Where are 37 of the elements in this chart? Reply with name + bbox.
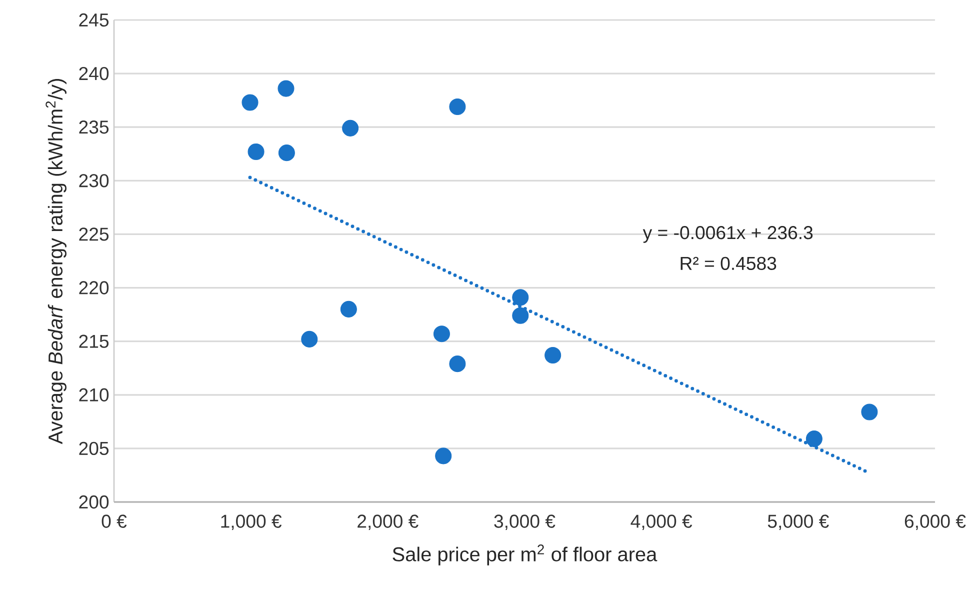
- point: [342, 120, 359, 136]
- x-tick-label: 2,000 €: [358, 514, 418, 530]
- x-tick-label: 4,000 €: [630, 514, 692, 530]
- y-tick-label: 205: [79, 442, 109, 456]
- x-tick-label: 1,000 €: [221, 514, 282, 530]
- x-tick-label: 0 €: [102, 514, 127, 528]
- x-tick-label: 3,000 €: [494, 514, 556, 530]
- y-tick-label: 245: [79, 13, 109, 27]
- point: [861, 404, 878, 420]
- point: [449, 98, 466, 116]
- annotation: R² = 0.4583: [680, 256, 776, 270]
- y-tick-label: 240: [79, 66, 109, 80]
- x-tick-label: 5,000 €: [768, 514, 829, 530]
- point: [435, 448, 452, 464]
- point: [301, 330, 318, 348]
- point: [512, 289, 529, 306]
- point: [433, 326, 450, 342]
- x-axis-title: Sale price per m$^{2}$ of floor area: [392, 544, 658, 566]
- y-tick-label: 210: [79, 388, 109, 402]
- point: [449, 356, 466, 372]
- point: [806, 430, 822, 448]
- y-tick-label: 200: [79, 495, 109, 509]
- y-tick-label: 215: [79, 334, 109, 348]
- point: [544, 346, 562, 364]
- y-tick-label: 235: [79, 120, 109, 134]
- point: [512, 307, 529, 324]
- x-tick-label: 6,000 €: [904, 514, 966, 530]
- y-tick-label: 220: [79, 281, 109, 294]
- point: [248, 143, 264, 160]
- y-tick-label: 230: [79, 174, 109, 188]
- y-axis-title: Average Bedarf energy rating (kWh/m$^{2}$/y): [46, 79, 66, 444]
- point: [242, 94, 258, 111]
- point: [340, 300, 357, 318]
- point: [278, 144, 295, 162]
- point: [278, 80, 294, 97]
- y-tick-label: 225: [79, 228, 109, 241]
- annotation: y = -0.0061x + 236.3: [642, 226, 813, 243]
